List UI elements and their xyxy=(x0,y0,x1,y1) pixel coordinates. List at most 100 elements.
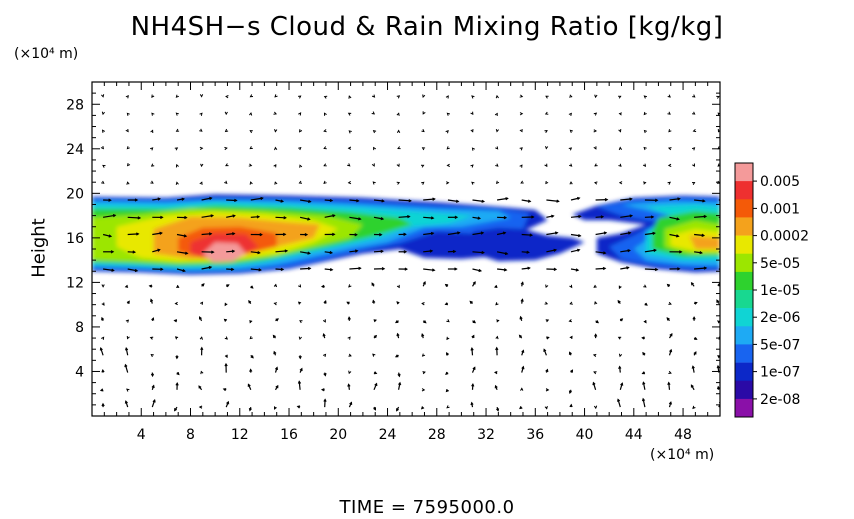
wind-arrowhead xyxy=(174,408,178,412)
wind-arrowhead xyxy=(258,268,262,272)
wind-arrowhead xyxy=(430,231,435,236)
wind-arrowhead xyxy=(618,163,622,167)
wind-arrowhead xyxy=(126,163,131,167)
wind-arrowhead xyxy=(494,112,498,116)
wind-arrowhead xyxy=(224,146,228,151)
colorbar-label: 5e-07 xyxy=(760,337,800,353)
wind-arrowhead xyxy=(101,111,105,116)
wind-arrowhead xyxy=(280,199,285,203)
wind-arrowhead xyxy=(422,371,426,375)
wind-arrowhead xyxy=(101,129,106,133)
wind-arrowhead xyxy=(520,180,524,184)
wind-arrowhead xyxy=(421,181,425,185)
wind-arrowhead xyxy=(690,281,694,286)
wind-arrowhead xyxy=(594,94,598,99)
wind-arrowhead xyxy=(576,196,581,200)
wind-arrowhead xyxy=(469,300,473,304)
wind-arrowhead xyxy=(134,268,139,273)
wind-arrowhead xyxy=(569,94,573,98)
wind-arrowhead xyxy=(329,250,334,255)
wind-arrowhead xyxy=(101,316,105,321)
wind-arrowhead xyxy=(101,284,105,288)
wind-arrowhead xyxy=(273,302,278,306)
wind-arrowhead xyxy=(249,94,254,98)
wind-arrow xyxy=(373,250,383,253)
wind-arrowhead xyxy=(373,319,377,323)
wind-arrow xyxy=(250,268,261,271)
wind-arrowhead xyxy=(454,267,458,271)
wind-arrow xyxy=(398,199,411,202)
wind-arrowhead xyxy=(519,128,523,133)
wind-arrowhead xyxy=(421,388,426,392)
wind-arrow xyxy=(423,250,433,253)
wind-arrowhead xyxy=(280,267,285,272)
wind-arrowhead xyxy=(669,348,673,353)
wind-arrowhead xyxy=(617,299,621,304)
wind-arrow xyxy=(521,233,533,236)
wind-arrow xyxy=(669,216,680,220)
wind-arrowhead xyxy=(273,350,277,355)
wind-arrowhead xyxy=(692,163,696,167)
wind-arrowhead xyxy=(495,146,499,150)
wind-arrowhead xyxy=(323,180,327,185)
wind-arrowhead xyxy=(296,405,301,409)
wind-arrowhead xyxy=(716,364,720,369)
wind-arrowhead xyxy=(224,111,228,116)
y-tick-label: 20 xyxy=(66,186,84,202)
wind-arrowhead xyxy=(208,265,213,270)
wind-arrowhead xyxy=(396,181,401,185)
colorbar-swatch xyxy=(735,253,753,273)
wind-arrowhead xyxy=(372,299,376,304)
colorbar-swatch xyxy=(735,199,753,218)
wind-arrowhead xyxy=(150,373,155,378)
wind-arrowhead xyxy=(150,180,154,184)
wind-arrowhead xyxy=(576,248,581,252)
wind-arrowhead xyxy=(420,406,425,410)
wind-arrow xyxy=(694,233,705,237)
wind-arrowhead xyxy=(372,181,376,185)
wind-arrowhead xyxy=(323,95,328,99)
wind-arrowhead xyxy=(618,95,622,99)
wind-arrowhead xyxy=(446,112,451,116)
wind-arrowhead xyxy=(371,282,375,286)
wind-arrowhead xyxy=(470,347,474,351)
wind-arrowhead xyxy=(381,199,385,203)
wind-arrowhead xyxy=(575,268,580,272)
wind-arrowhead xyxy=(693,351,697,355)
wind-arrow xyxy=(176,233,187,237)
wind-arrowhead xyxy=(452,249,457,254)
wind-arrowhead xyxy=(470,129,474,133)
wind-arrow xyxy=(692,366,695,373)
wind-arrowhead xyxy=(545,95,549,99)
colorbar-label: 0.001 xyxy=(760,201,800,217)
wind-arrowhead xyxy=(308,199,312,203)
wind-arrowhead xyxy=(224,336,229,340)
wind-arrowhead xyxy=(652,231,656,236)
wind-arrowhead xyxy=(472,320,477,324)
wind-arrowhead xyxy=(496,180,500,185)
wind-arrow xyxy=(620,215,633,218)
wind-arrowhead xyxy=(232,232,236,236)
colorbar-swatch xyxy=(735,163,753,182)
wind-arrow xyxy=(496,232,506,236)
wind-arrowhead xyxy=(577,233,582,238)
wind-arrowhead xyxy=(354,233,358,237)
wind-arrow xyxy=(694,251,702,254)
wind-arrowhead xyxy=(298,95,302,99)
wind-arrowhead xyxy=(545,284,549,289)
wind-arrow xyxy=(201,197,212,201)
wind-arrowhead xyxy=(569,163,573,167)
wind-arrowhead xyxy=(347,180,352,185)
wind-arrowhead xyxy=(618,285,622,290)
wind-arrowhead xyxy=(430,216,435,220)
wind-arrowhead xyxy=(102,164,106,168)
wind-arrowhead xyxy=(347,316,351,320)
colorbar-swatch xyxy=(735,380,753,400)
wind-arrow xyxy=(398,382,401,390)
wind-arrowhead xyxy=(298,147,302,151)
wind-arrowhead xyxy=(358,217,362,221)
wind-arrowhead xyxy=(99,346,103,351)
wind-arrowhead xyxy=(568,147,573,151)
wind-arrowhead xyxy=(618,365,622,369)
